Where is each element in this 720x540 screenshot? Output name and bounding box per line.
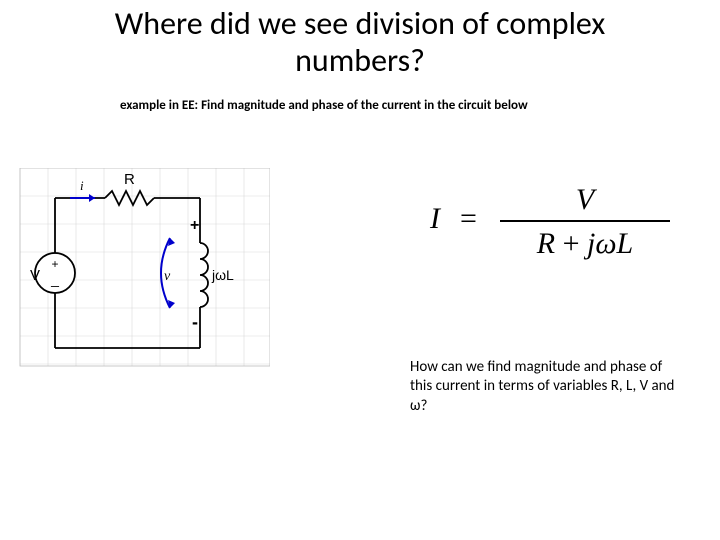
svg-text:V: V: [30, 267, 40, 284]
svg-text:_: _: [50, 271, 59, 287]
circuit-diagram: +_iRVvjωL+-: [0, 168, 270, 378]
svg-text:R + jωL: R + jωL: [536, 227, 633, 260]
content-area: +_iRVvjωL+- I=VR + jωL How can we find m…: [0, 113, 720, 483]
svg-text:-: -: [192, 312, 198, 332]
current-formula: I = V R + jωL: [420, 173, 680, 263]
svg-text:=: =: [460, 202, 477, 235]
svg-text:jωL: jωL: [211, 267, 234, 283]
svg-text:R: R: [124, 171, 135, 188]
svg-text:i: i: [80, 178, 84, 193]
svg-text:v: v: [164, 269, 171, 284]
title-line-1: Where did we see division of complex: [115, 4, 605, 43]
svg-text:+: +: [190, 217, 199, 234]
svg-text:I: I: [429, 202, 442, 235]
question-text: How can we find magnitude and phase of t…: [410, 358, 680, 417]
slide-title: Where did we see division of complex num…: [0, 0, 720, 80]
example-subtitle: example in EE: Find magnitude and phase …: [0, 80, 720, 113]
svg-text:V: V: [576, 183, 598, 216]
title-line-2: numbers?: [295, 41, 425, 80]
svg-text:+: +: [51, 257, 58, 271]
